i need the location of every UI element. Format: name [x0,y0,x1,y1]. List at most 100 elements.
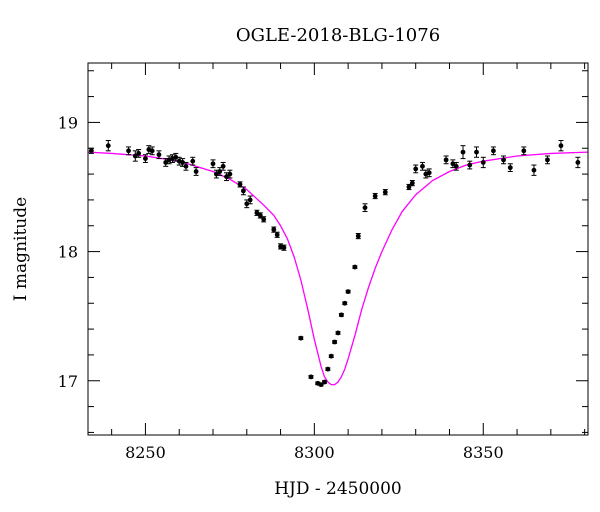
x-tick-label: 8350 [463,443,504,462]
data-points-layer [88,140,581,388]
data-point [132,150,138,162]
data-marker [328,353,334,359]
data-point [426,168,432,178]
x-tick-label: 8300 [294,443,335,462]
data-point [355,233,361,240]
data-marker [126,148,131,154]
data-marker [372,193,378,199]
data-point [210,159,216,169]
data-marker [210,161,216,167]
data-marker [88,148,94,154]
data-marker [342,300,348,306]
data-point [274,231,280,238]
model-curve-layer [87,151,589,386]
data-point [183,161,189,171]
data-marker [105,143,111,149]
data-point [325,366,331,372]
data-marker [325,366,331,372]
data-marker [271,227,277,233]
data-point [227,169,233,179]
data-point [136,149,142,158]
data-point [281,244,287,251]
data-marker [521,148,527,154]
data-marker [413,166,419,172]
data-point [126,146,132,156]
model-curve-line [87,151,589,386]
data-marker [247,197,253,203]
data-point [453,161,459,171]
x-axis-title: HJD - 2450000 [274,479,402,499]
data-marker [443,157,449,163]
data-marker [244,201,250,207]
data-point [247,195,253,205]
data-point [345,289,351,295]
data-marker [274,232,280,238]
plot-frame [87,62,589,436]
data-point [193,167,199,176]
data-point [220,161,226,171]
data-point [507,163,513,172]
data-point [501,155,507,165]
y-tick-label: 19 [58,113,78,132]
data-point [409,180,415,187]
data-marker [501,157,506,163]
data-marker [531,167,537,173]
data-point [240,186,246,196]
data-marker [143,156,148,161]
data-point [575,156,581,169]
data-point [342,300,348,306]
data-point [352,264,358,270]
data-marker [332,339,338,345]
x-tick-label: 8250 [125,443,166,462]
data-marker [409,180,415,186]
data-point [332,339,338,345]
data-marker [237,182,243,187]
data-point [105,140,111,152]
data-point [467,160,473,170]
data-marker [420,163,425,169]
data-marker [156,152,162,158]
data-marker [338,312,344,318]
data-marker [335,330,341,336]
data-marker [453,163,459,169]
data-point [142,154,148,163]
data-marker [149,148,155,154]
data-marker [575,160,581,165]
data-point [474,146,480,158]
data-point [362,203,368,213]
data-marker [362,205,368,211]
data-point [244,199,250,209]
data-point [335,330,341,336]
data-marker [480,160,486,165]
data-point [156,150,162,160]
data-marker [308,374,314,380]
data-point [558,140,564,152]
data-marker [352,264,358,270]
data-point [480,156,486,169]
data-point [328,353,334,359]
data-marker [190,158,196,164]
data-marker [467,162,473,168]
y-axis-title: I magnitude [11,197,31,301]
data-point [460,145,466,160]
data-point [443,155,449,165]
data-marker [241,188,246,194]
data-marker [281,245,287,251]
data-point [419,161,425,171]
data-point [338,312,344,318]
data-point [406,183,412,191]
data-marker [426,170,432,176]
data-point [308,374,314,380]
data-marker [545,157,550,163]
data-marker [355,233,361,239]
data-marker [173,154,179,160]
data-marker [322,379,327,385]
data-point [298,335,304,341]
data-point [413,164,419,174]
data-marker [345,289,351,295]
data-marker [183,163,189,169]
data-point [149,146,155,156]
data-marker [193,169,199,174]
data-point [490,146,496,156]
